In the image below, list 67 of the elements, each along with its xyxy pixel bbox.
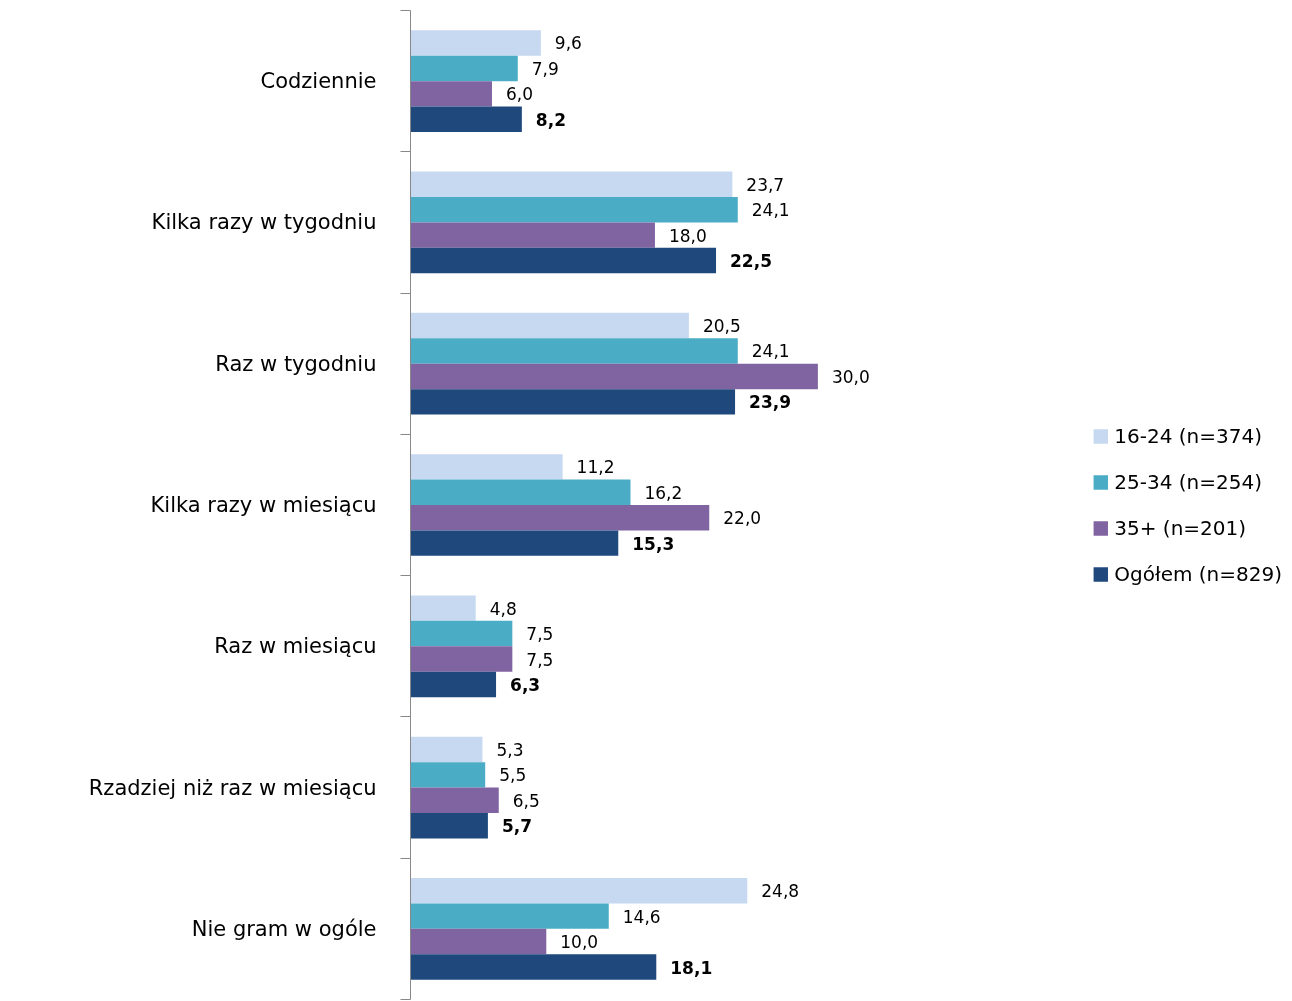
data-label: 11,2 [576, 457, 615, 478]
data-label: 16,2 [644, 482, 683, 503]
data-label: 15,3 [632, 533, 675, 554]
data-label: 24,8 [761, 881, 800, 902]
bar [410, 106, 522, 133]
bar [410, 197, 738, 223]
data-label: 24,1 [751, 341, 790, 362]
data-label: 7,9 [531, 58, 559, 79]
bar [410, 620, 513, 647]
bar [410, 736, 483, 763]
data-label: 18,0 [668, 225, 707, 246]
data-label: 6,3 [510, 674, 541, 695]
bar [410, 877, 748, 904]
y-tick-label: Kilka razy w tygodniu [151, 210, 377, 235]
bar [410, 954, 657, 980]
bar [410, 787, 499, 813]
y-tick-label: Codziennie [260, 69, 377, 94]
data-label: 24,1 [751, 200, 790, 221]
data-label: 18,1 [670, 957, 713, 978]
bar [410, 389, 736, 415]
data-label: 5,3 [496, 739, 524, 760]
data-label: 6,5 [512, 790, 540, 811]
data-label: 7,5 [526, 649, 554, 670]
legend-label: 16-24 (n=374) [1114, 423, 1262, 448]
y-tick-label: Kilka razy w miesiącu [150, 493, 377, 517]
bar [410, 363, 818, 390]
data-label: 23,7 [746, 174, 785, 195]
bar [410, 81, 492, 107]
bar [410, 762, 486, 788]
legend-label: 25-34 (n=254) [1114, 469, 1262, 494]
data-label: 8,2 [535, 109, 566, 130]
data-label: 5,5 [499, 765, 527, 786]
data-label: 14,6 [622, 906, 661, 927]
bar [410, 222, 655, 248]
data-label: 23,9 [749, 392, 792, 413]
y-tick-label: Rzadziej niż raz w miesiącu [88, 775, 377, 800]
bar [410, 928, 547, 955]
bar [410, 646, 513, 672]
bar [410, 505, 710, 531]
legend-label: 35+ (n=201) [1114, 515, 1247, 540]
data-label: 4,8 [489, 598, 517, 619]
data-label: 6,0 [505, 84, 534, 105]
bar [410, 671, 497, 698]
bar [410, 454, 563, 480]
bar [410, 247, 717, 274]
bar [410, 338, 738, 364]
data-label: 22,5 [730, 251, 772, 272]
data-label: 7,5 [526, 624, 554, 645]
data-label: 20,5 [702, 316, 741, 337]
data-label: 10,0 [560, 932, 599, 953]
bar [410, 30, 541, 56]
bar [410, 813, 488, 839]
bar [410, 312, 689, 339]
y-tick-label: Raz w miesiącu [214, 634, 377, 659]
bar [410, 479, 631, 505]
bar [410, 171, 733, 197]
bar [410, 903, 609, 929]
bar [410, 595, 476, 621]
data-label: 30,0 [831, 366, 870, 387]
y-tick-label: Nie gram w ogóle [191, 916, 377, 941]
bar [410, 55, 518, 82]
legend-label: Ogółem (n=829) [1114, 561, 1282, 586]
data-label: 5,7 [501, 816, 533, 837]
bar [410, 530, 619, 556]
data-label: 9,6 [554, 33, 582, 54]
y-tick-label: Raz w tygodniu [215, 351, 377, 376]
data-label: 22,0 [723, 508, 762, 529]
